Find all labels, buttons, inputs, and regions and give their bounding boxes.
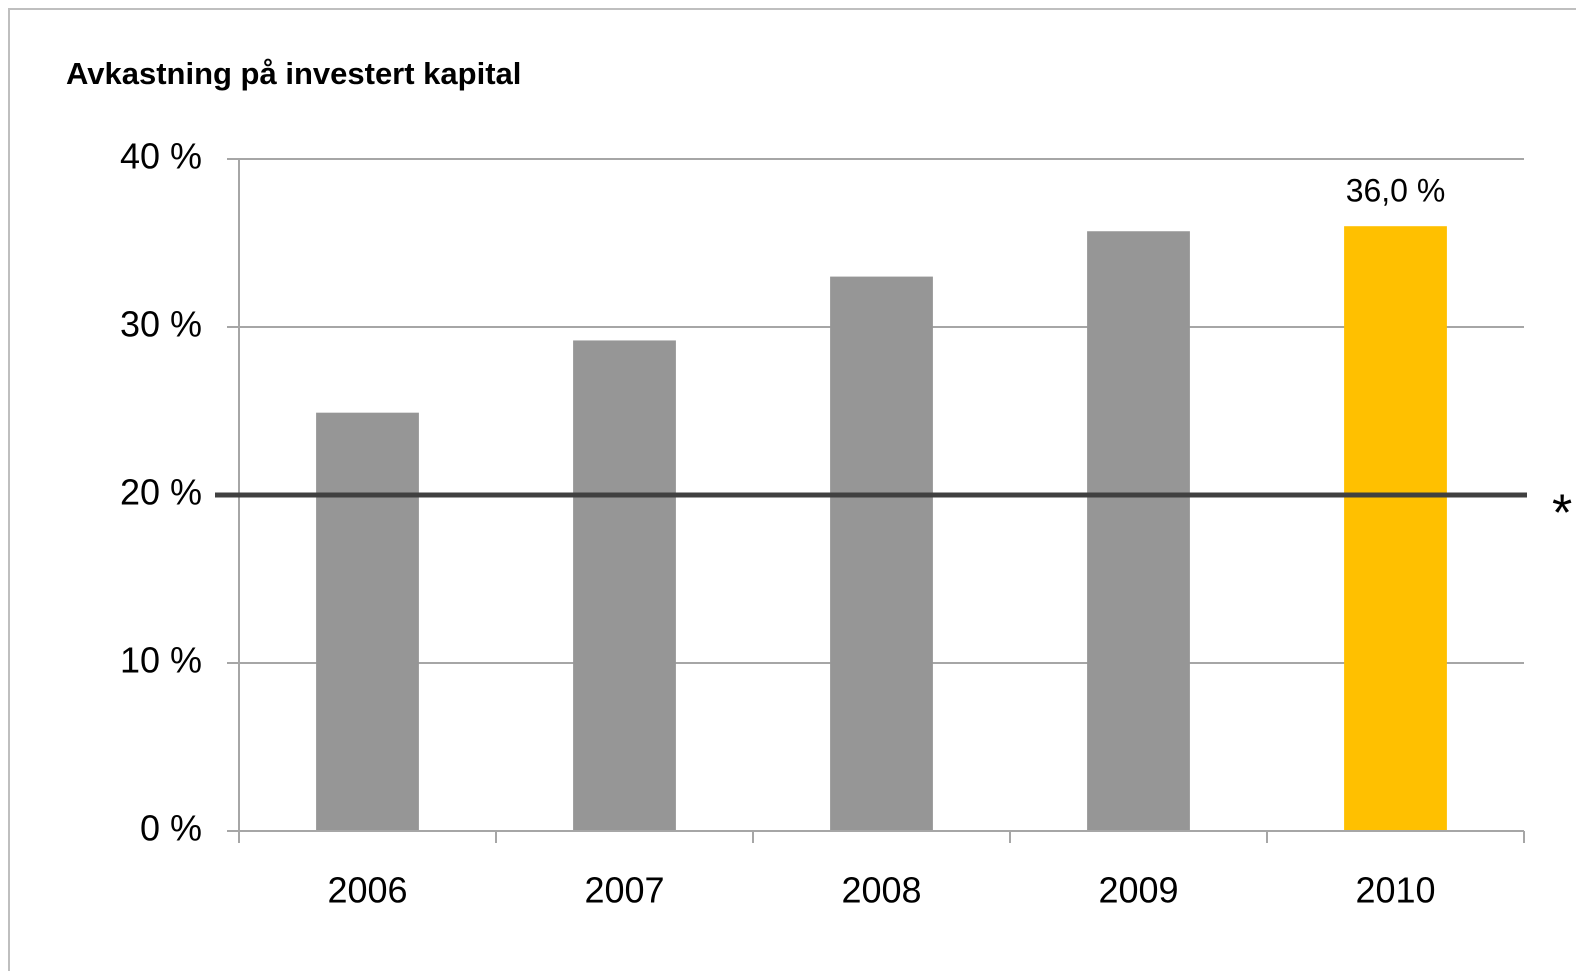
bar	[830, 276, 933, 832]
bar	[316, 412, 419, 831]
chart-title: Avkastning på investert kapital	[66, 56, 521, 91]
chart-frame	[8, 8, 1576, 971]
y-tick-label: 20 %	[120, 472, 202, 513]
y-tick-label: 10 %	[120, 640, 202, 681]
x-tick-label: 2007	[584, 870, 664, 911]
y-tick-label: 30 %	[120, 304, 202, 345]
x-tick-label: 2009	[1098, 870, 1178, 911]
bar	[573, 340, 676, 831]
bar	[1344, 226, 1447, 831]
data-label: 36,0 %	[1346, 173, 1446, 209]
bar	[1087, 231, 1190, 832]
y-tick-label: 40 %	[120, 136, 202, 177]
x-tick-label: 2006	[327, 870, 407, 911]
reference-label: *	[1552, 485, 1572, 543]
x-tick-label: 2008	[841, 870, 921, 911]
y-tick-label: 0 %	[140, 808, 202, 849]
x-tick-label: 2010	[1355, 870, 1435, 911]
